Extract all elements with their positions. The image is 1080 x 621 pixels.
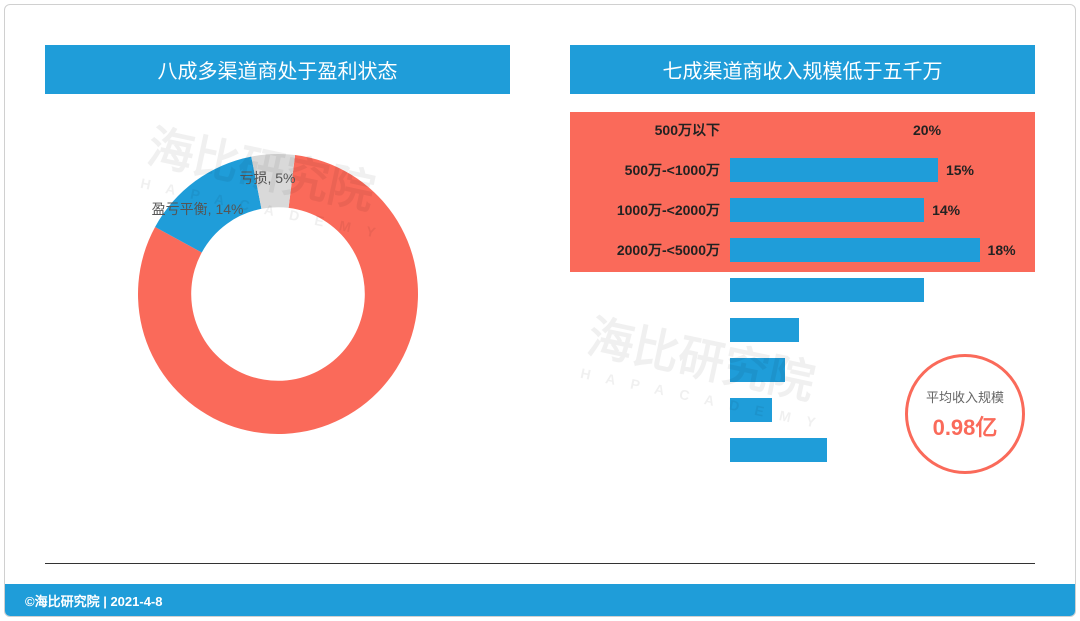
donut-slice-label: 盈亏平衡, 14% — [152, 199, 244, 219]
bar-fill — [730, 438, 827, 462]
bar-row: 2000万-<5000万 18% — [570, 232, 1035, 268]
bar-fill — [730, 318, 799, 342]
bar-row — [570, 312, 1035, 348]
bar-category: 500万-<1000万 — [570, 160, 730, 180]
badge-label: 平均收入规模 — [926, 387, 1004, 406]
bar-category: 500万以下 — [570, 120, 730, 140]
bar-fill — [730, 238, 980, 262]
donut-slice-label: 亏损, 5% — [239, 168, 295, 188]
bar-row: 1000万-<2000万 14% — [570, 192, 1035, 228]
right-panel-title: 七成渠道商收入规模低于五千万 — [570, 45, 1035, 94]
bar-fill — [730, 398, 772, 422]
bar-value: 20% — [913, 122, 941, 138]
footer-text: ©海比研究院 | 2021-4-8 — [25, 591, 162, 610]
bar-category: 1000万-<2000万 — [570, 200, 730, 220]
left-panel-title: 八成多渠道商处于盈利状态 — [45, 45, 510, 94]
badge-value: 0.98亿 — [933, 410, 998, 442]
donut-chart: 盈亏平衡, 14% 亏损, 5% — [45, 134, 510, 544]
bar-chart: 500万以下 20% 500万-<1000万 15% 1000万-<2000万 14% 20… — [570, 94, 1035, 504]
bar-value: 14% — [932, 202, 960, 218]
average-badge: 平均收入规模 0.98亿 — [905, 354, 1025, 474]
bar-row — [570, 272, 1035, 308]
bar-fill — [730, 198, 924, 222]
bar-value: 18% — [988, 242, 1016, 258]
bar-fill — [730, 278, 924, 302]
bar-row: 500万-<1000万 15% — [570, 152, 1035, 188]
footer-bar: ©海比研究院 | 2021-4-8 — [5, 584, 1075, 616]
bar-value: 15% — [946, 162, 974, 178]
left-panel: 八成多渠道商处于盈利状态 盈亏平衡, 14% 亏损, 5% — [45, 45, 510, 525]
bar-fill — [730, 158, 938, 182]
bar-fill — [730, 358, 785, 382]
right-panel: 七成渠道商收入规模低于五千万 500万以下 20% 500万-<1000万 15% 10… — [570, 45, 1035, 525]
divider-line — [45, 563, 1035, 564]
bar-category: 2000万-<5000万 — [570, 240, 730, 260]
bar-row: 500万以下 20% — [570, 112, 1035, 148]
